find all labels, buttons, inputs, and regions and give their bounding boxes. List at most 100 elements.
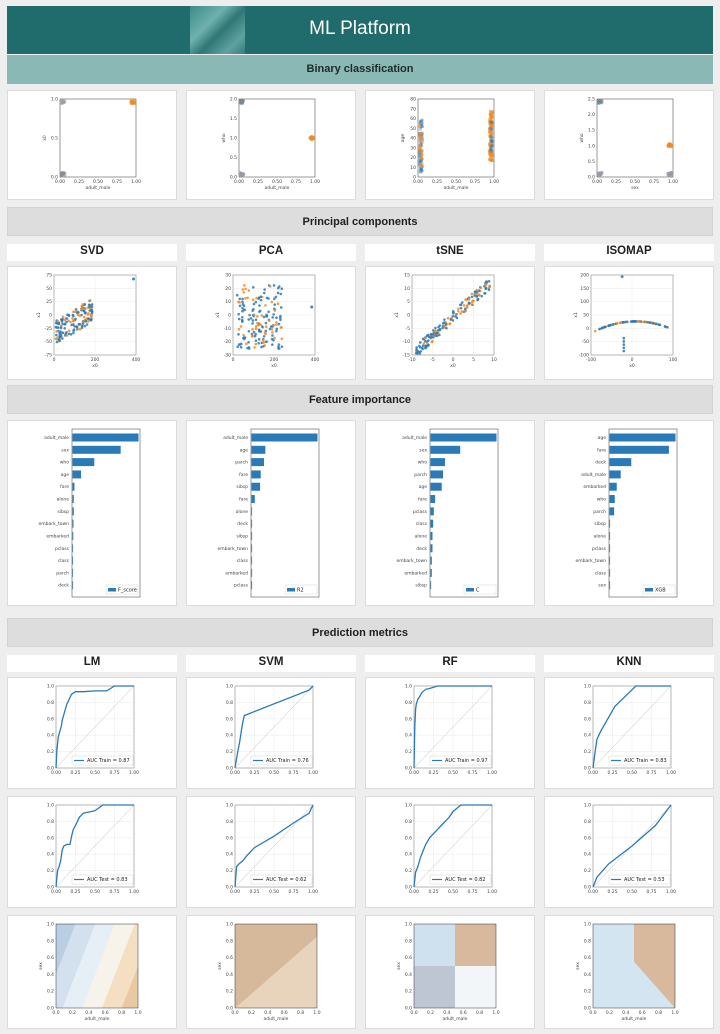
scatter-point xyxy=(630,320,634,323)
y-axis-label: x1 xyxy=(36,312,42,318)
category-label: parch xyxy=(593,509,606,515)
scatter-point xyxy=(276,286,280,290)
scatter-point xyxy=(262,315,266,319)
boundary-lm: 0.0 0.2 0.4 0.6 0.8 1.0 0.0 0.2 0.4 0.6 0.8 1.0 adul… xyxy=(7,915,177,1029)
bar xyxy=(72,495,74,504)
scatter-point xyxy=(418,147,422,151)
scatter-point xyxy=(69,320,72,324)
category-label: sibsp xyxy=(415,583,427,589)
scatter-point xyxy=(84,320,88,323)
section-principal-components[interactable]: Principal components xyxy=(7,207,713,236)
x-tick-label: 0.00 xyxy=(592,179,602,185)
scatter-point xyxy=(90,317,93,321)
scatter-point xyxy=(622,340,626,343)
category-label: fare xyxy=(60,484,69,490)
scatter-point xyxy=(473,290,477,293)
y-tick-label: 0.2 xyxy=(405,868,412,874)
y-tick-label: 1.0 xyxy=(226,922,233,928)
x-tick-label: 0 xyxy=(452,357,455,363)
scatter-point xyxy=(275,323,278,327)
x-tick-label: 0.00 xyxy=(588,770,598,776)
plot-frame xyxy=(608,428,678,598)
plot-frame xyxy=(596,98,674,178)
scatter-point xyxy=(310,305,314,309)
scatter-point xyxy=(490,120,494,125)
scatter-point xyxy=(271,316,275,319)
bar xyxy=(430,556,432,565)
legend-box xyxy=(250,874,313,885)
bar xyxy=(72,433,139,442)
y-tick-label: 1.0 xyxy=(51,97,58,103)
x-tick-label: 0.6 xyxy=(460,1010,467,1016)
scatter-point xyxy=(67,332,71,336)
scatter-point xyxy=(254,332,257,336)
decision-region xyxy=(414,966,455,1008)
legend-label: F_score xyxy=(118,588,137,594)
scatter-point xyxy=(489,139,493,143)
pc-chart-isomap: -100 0 100 -100 -50 0 50 100 150 200 x0 x1 xyxy=(544,266,714,380)
y-tick-label: 0.6 xyxy=(405,955,412,961)
scatter-point xyxy=(490,139,494,143)
x-tick-label: 0.4 xyxy=(264,1010,271,1016)
scatter-point xyxy=(451,314,455,318)
x-tick-label: 0.75 xyxy=(467,889,477,895)
scatter-point xyxy=(249,317,253,320)
scatter-point xyxy=(259,323,262,327)
legend-swatch xyxy=(645,588,653,592)
scatter-point xyxy=(435,331,438,335)
y-tick-label: 0.0 xyxy=(584,885,591,891)
y-tick-label: 0 xyxy=(586,326,589,332)
x-tick-label: 0.00 xyxy=(230,889,240,895)
scatter-point xyxy=(237,327,241,331)
scatter-point xyxy=(489,133,493,137)
x-tick-label: -100 xyxy=(586,357,596,363)
scatter-point xyxy=(490,130,494,134)
y-tick-label: -15 xyxy=(403,353,410,359)
x-axis-label: x0 xyxy=(629,363,635,369)
scatter-point xyxy=(654,322,658,326)
y-tick-label: -30 xyxy=(224,353,231,359)
category-label: fare xyxy=(597,447,606,453)
category-label: class xyxy=(58,558,70,564)
x-tick-label: 0.50 xyxy=(451,179,461,185)
category-label: age xyxy=(419,485,428,490)
scatter-point xyxy=(61,337,64,340)
y-axis-label: sex xyxy=(39,962,44,970)
scatter-point xyxy=(238,297,242,301)
scatter-point xyxy=(254,342,258,346)
category-label: deck xyxy=(58,583,69,589)
section-feature-importance[interactable]: Feature importance xyxy=(7,385,713,414)
scatter-point xyxy=(467,302,471,305)
y-tick-label: 0.8 xyxy=(584,700,591,706)
plot-frame xyxy=(71,428,141,598)
section-prediction-metrics[interactable]: Prediction metrics xyxy=(7,618,713,647)
scatter-point xyxy=(254,318,258,322)
scatter-point xyxy=(83,311,87,315)
scatter-point xyxy=(273,303,277,306)
y-axis-label: sex xyxy=(397,962,402,970)
scatter-point xyxy=(280,287,284,291)
x-tick-label: 0.25 xyxy=(70,889,80,895)
section-binary-classification[interactable]: Binary classification xyxy=(7,55,713,84)
x-tick-label: 0.50 xyxy=(269,770,279,776)
y-tick-label: -50 xyxy=(582,339,589,345)
category-label: parch xyxy=(414,472,427,478)
scatter-point xyxy=(279,292,283,296)
scatter-point xyxy=(598,172,602,177)
boundary-rf: 0.0 0.2 0.4 0.6 0.8 1.0 0.0 0.2 0.4 0.6 0.8 1.0 adul… xyxy=(365,915,535,1029)
bar xyxy=(72,519,74,528)
scatter-point xyxy=(419,150,424,154)
bar xyxy=(72,458,95,467)
scatter-point xyxy=(622,349,626,353)
category-label: sex xyxy=(419,448,427,453)
category-label: parch xyxy=(235,460,248,466)
scatter-point xyxy=(264,321,268,325)
x-tick-label: 1.00 xyxy=(308,889,318,895)
y-tick-label: 0.0 xyxy=(47,766,54,772)
scatter-point xyxy=(267,319,271,322)
bar xyxy=(609,433,676,442)
category-label: embark_town xyxy=(38,521,69,527)
legend-label: R2 xyxy=(297,588,304,594)
x-tick-label: 0.6 xyxy=(281,1010,288,1016)
scatter-point xyxy=(270,337,274,341)
